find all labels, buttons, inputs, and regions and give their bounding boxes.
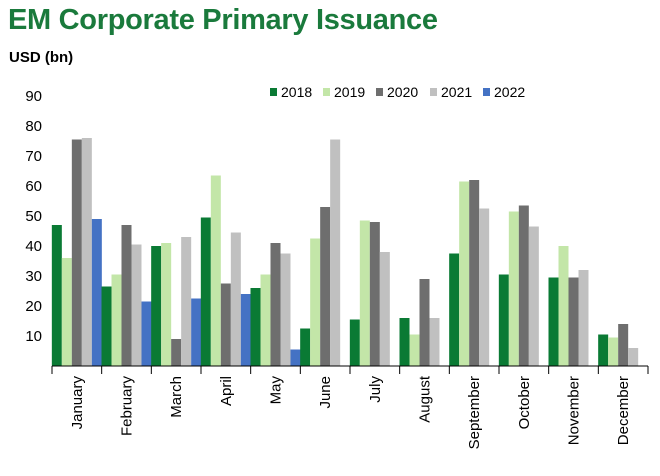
bar-2018-july bbox=[349, 319, 360, 366]
bar-2018-september bbox=[449, 253, 460, 366]
bar-2018-october bbox=[498, 274, 509, 366]
bar-2020-may bbox=[270, 243, 281, 366]
bar-2022-february bbox=[141, 301, 152, 366]
bar-2019-july bbox=[359, 220, 370, 366]
x-tick-label-april: April bbox=[218, 376, 235, 406]
x-tick-label-february: February bbox=[119, 376, 136, 437]
bar-2019-may bbox=[260, 274, 271, 366]
bar-2020-july bbox=[369, 222, 380, 366]
bars-group bbox=[51, 138, 639, 366]
x-tick-label-october: October bbox=[516, 376, 533, 429]
bar-2020-june bbox=[320, 207, 331, 366]
legend-swatch-2018 bbox=[270, 88, 277, 96]
bar-2020-february bbox=[121, 225, 132, 366]
bar-2019-october bbox=[508, 211, 519, 366]
y-tick-label-90: 90 bbox=[25, 88, 42, 105]
legend-label-2021: 2021 bbox=[441, 84, 472, 100]
x-tick-label-august: August bbox=[417, 375, 434, 423]
y-tick-label-70: 70 bbox=[25, 148, 42, 165]
bar-2018-february bbox=[101, 286, 112, 366]
legend-swatch-2019 bbox=[323, 88, 330, 96]
bar-2019-september bbox=[459, 181, 470, 366]
bar-2018-april bbox=[200, 217, 211, 366]
bar-2021-june bbox=[330, 139, 341, 366]
bar-2018-december bbox=[598, 334, 609, 366]
y-tick-label-80: 80 bbox=[25, 118, 42, 135]
axes-group: 10 20 30 40 50 60 70 80 90 January February March Ap… bbox=[25, 88, 649, 449]
legend-label-2018: 2018 bbox=[281, 84, 312, 100]
bar-2019-february bbox=[111, 274, 122, 366]
y-tick-label-30: 30 bbox=[25, 268, 42, 285]
bar-2019-march bbox=[161, 243, 172, 366]
bar-2022-march bbox=[191, 298, 202, 366]
bar-2019-december bbox=[608, 337, 619, 366]
legend-swatch-2022 bbox=[483, 88, 490, 96]
chart-legend: 2018 2019 2020 2021 2022 bbox=[270, 84, 525, 100]
x-tick-label-december: December bbox=[615, 376, 632, 445]
legend-label-2020: 2020 bbox=[387, 84, 418, 100]
bar-2018-january bbox=[51, 225, 62, 366]
x-tick-label-june: June bbox=[317, 376, 334, 409]
bar-2020-march bbox=[171, 339, 182, 366]
y-axis-unit-label: USD (bn) bbox=[9, 49, 74, 66]
y-tick-label-40: 40 bbox=[25, 238, 42, 255]
x-tick-label-march: March bbox=[168, 376, 185, 418]
bar-2018-march bbox=[151, 246, 162, 366]
y-tick-label-50: 50 bbox=[25, 208, 42, 225]
legend-label-2019: 2019 bbox=[334, 84, 365, 100]
bar-2022-may bbox=[290, 349, 301, 366]
bar-2018-june bbox=[300, 328, 311, 366]
bar-2020-april bbox=[220, 283, 231, 366]
bar-2021-october bbox=[528, 226, 539, 366]
y-tick-label-60: 60 bbox=[25, 178, 42, 195]
bar-2021-april bbox=[230, 232, 241, 366]
bar-2018-november bbox=[548, 277, 559, 366]
x-tick-label-may: May bbox=[268, 376, 285, 405]
x-tick-label-july: July bbox=[367, 376, 384, 403]
x-tick-label-november: November bbox=[566, 376, 583, 445]
bar-2021-february bbox=[131, 244, 142, 366]
bar-2021-january bbox=[81, 138, 92, 366]
bar-2020-november bbox=[568, 277, 579, 366]
bar-2021-september bbox=[479, 208, 490, 366]
legend-swatch-2020 bbox=[376, 88, 383, 96]
bar-2018-may bbox=[250, 288, 261, 366]
bar-2021-july bbox=[379, 252, 390, 366]
x-tick-label-september: September bbox=[466, 376, 483, 449]
bar-2020-october bbox=[518, 205, 529, 366]
bar-2021-november bbox=[578, 270, 589, 366]
bar-2019-june bbox=[310, 238, 321, 366]
bar-2020-december bbox=[618, 324, 629, 366]
bar-2019-november bbox=[558, 246, 569, 366]
bar-2022-april bbox=[240, 294, 251, 366]
bar-2019-august bbox=[409, 334, 420, 366]
bar-2019-january bbox=[61, 258, 72, 366]
bar-2018-august bbox=[399, 318, 410, 366]
legend-swatch-2021 bbox=[430, 88, 437, 96]
bar-2021-may bbox=[280, 253, 291, 366]
chart-title: EM Corporate Primary Issuance bbox=[8, 4, 438, 36]
legend-label-2022: 2022 bbox=[494, 84, 525, 100]
y-tick-label-10: 10 bbox=[25, 328, 42, 345]
y-tick-label-20: 20 bbox=[25, 298, 42, 315]
bar-2020-august bbox=[419, 279, 430, 366]
bar-2022-january bbox=[91, 219, 102, 366]
x-tick-label-january: January bbox=[69, 376, 86, 430]
bar-2021-august bbox=[429, 318, 440, 366]
bar-2021-december bbox=[628, 348, 639, 366]
bar-2019-april bbox=[210, 175, 221, 366]
bar-2020-january bbox=[71, 139, 82, 366]
bar-2021-march bbox=[181, 237, 192, 366]
bar-2020-september bbox=[469, 180, 480, 366]
